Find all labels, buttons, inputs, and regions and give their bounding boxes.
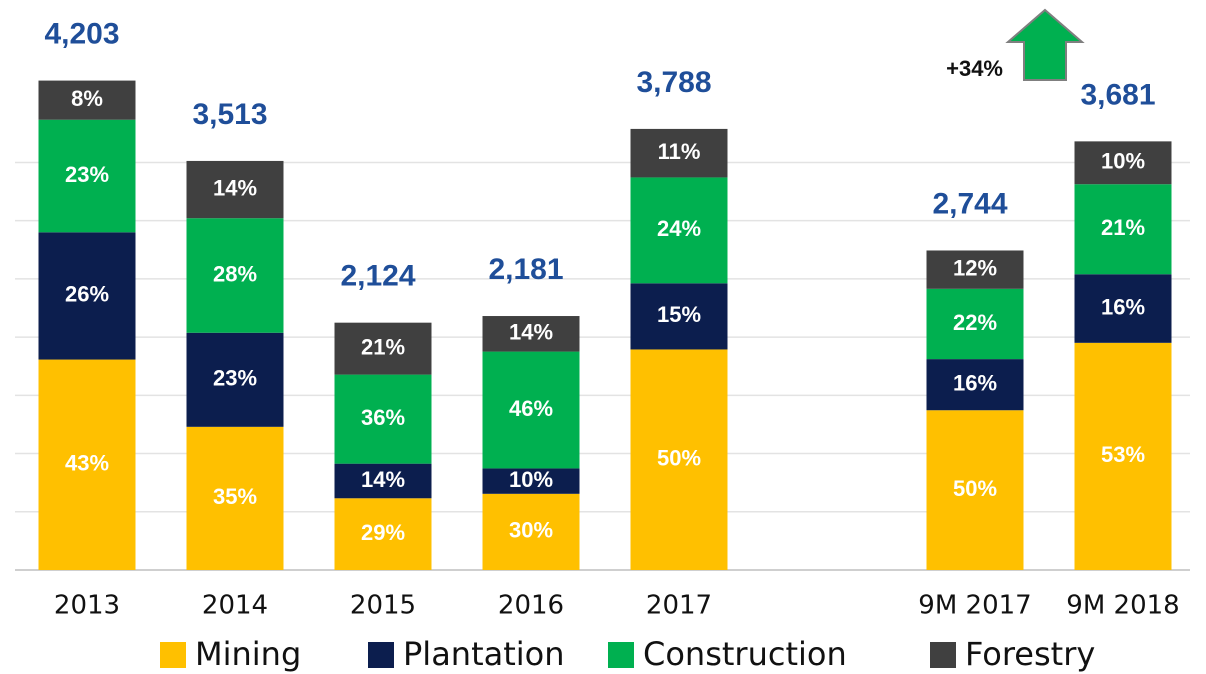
total-label: 2,124	[340, 260, 415, 293]
bar-segment	[186, 218, 284, 333]
legend-label: Construction	[643, 635, 847, 673]
segment-label: 15%	[657, 302, 701, 327]
bar-segment	[630, 349, 728, 570]
bar-segment	[482, 493, 580, 570]
segment-label: 10%	[1101, 149, 1145, 174]
bar-segment	[630, 283, 728, 350]
segment-label: 16%	[1101, 294, 1145, 319]
bar-segment	[1074, 342, 1172, 570]
legend-swatch	[160, 642, 186, 668]
segment-label: 35%	[213, 484, 257, 509]
bar-segment	[1074, 141, 1172, 185]
bar-segment	[334, 498, 432, 570]
bar-segment	[38, 359, 136, 570]
legend-swatch	[930, 642, 956, 668]
x-tick-label: 9M 2017	[918, 591, 1031, 621]
segment-label: 12%	[953, 255, 997, 280]
segment-label: 53%	[1101, 442, 1145, 467]
segment-label: 10%	[509, 467, 553, 492]
x-tick-label: 2017	[646, 591, 712, 621]
segment-label: 23%	[213, 366, 257, 391]
segment-label: 26%	[65, 282, 109, 307]
bar-segment	[926, 410, 1024, 570]
legend-label: Plantation	[403, 635, 565, 673]
bar-segment	[38, 80, 136, 120]
legend-label: Forestry	[965, 635, 1095, 673]
total-label: 3,513	[192, 98, 267, 131]
bar-segment	[482, 351, 580, 469]
x-tick-label: 2014	[202, 591, 268, 621]
bar-segment	[926, 288, 1024, 360]
bar-segment	[334, 374, 432, 464]
bar-segment	[334, 463, 432, 499]
total-label: 3,788	[636, 66, 711, 99]
bar-segment	[186, 160, 284, 219]
bar-segment	[926, 250, 1024, 289]
bar-segment	[926, 359, 1024, 411]
bar-segment	[482, 468, 580, 494]
bar-segment	[186, 426, 284, 570]
segment-label: 36%	[361, 405, 405, 430]
bar-segment	[630, 128, 728, 178]
total-label: 3,681	[1080, 78, 1155, 111]
bar-segment	[630, 177, 728, 284]
segment-label: 43%	[65, 451, 109, 476]
total-label: 2,181	[488, 253, 563, 286]
bar-segment	[186, 332, 284, 427]
segment-label: 14%	[213, 175, 257, 200]
x-tick-label: 2013	[54, 591, 120, 621]
bar-segment	[482, 316, 580, 352]
segment-label: 30%	[509, 518, 553, 543]
segment-label: 16%	[953, 370, 997, 395]
segment-label: 14%	[509, 320, 553, 345]
legend-swatch	[368, 642, 394, 668]
segment-label: 50%	[953, 476, 997, 501]
segment-label: 29%	[361, 520, 405, 545]
segment-label: 11%	[658, 139, 701, 164]
legend-label: Mining	[195, 635, 301, 673]
annotation: +34%	[946, 56, 1003, 81]
segment-label: 21%	[361, 334, 405, 359]
segment-label: 24%	[657, 216, 701, 241]
segment-label: 21%	[1101, 215, 1145, 240]
increase-arrow	[1005, 8, 1085, 81]
bar-segment	[38, 232, 136, 360]
bar-segment	[1074, 184, 1172, 275]
total-label: 4,203	[44, 18, 119, 51]
legend-swatch	[608, 642, 634, 668]
total-label: 2,744	[932, 187, 1007, 220]
x-tick-label: 9M 2018	[1066, 591, 1179, 621]
segment-label: 46%	[509, 396, 553, 421]
x-tick-label: 2016	[498, 591, 564, 621]
bar-segment	[1074, 274, 1172, 343]
x-tick-label: 2015	[350, 591, 416, 621]
segment-label: 14%	[361, 467, 405, 492]
segment-label: 50%	[657, 446, 701, 471]
segment-label: 8%	[71, 86, 103, 111]
segment-label: 22%	[953, 310, 997, 335]
segment-label: 23%	[65, 162, 109, 187]
bar-segment	[38, 119, 136, 233]
segment-label: 28%	[213, 261, 257, 286]
bar-segment	[334, 322, 432, 375]
